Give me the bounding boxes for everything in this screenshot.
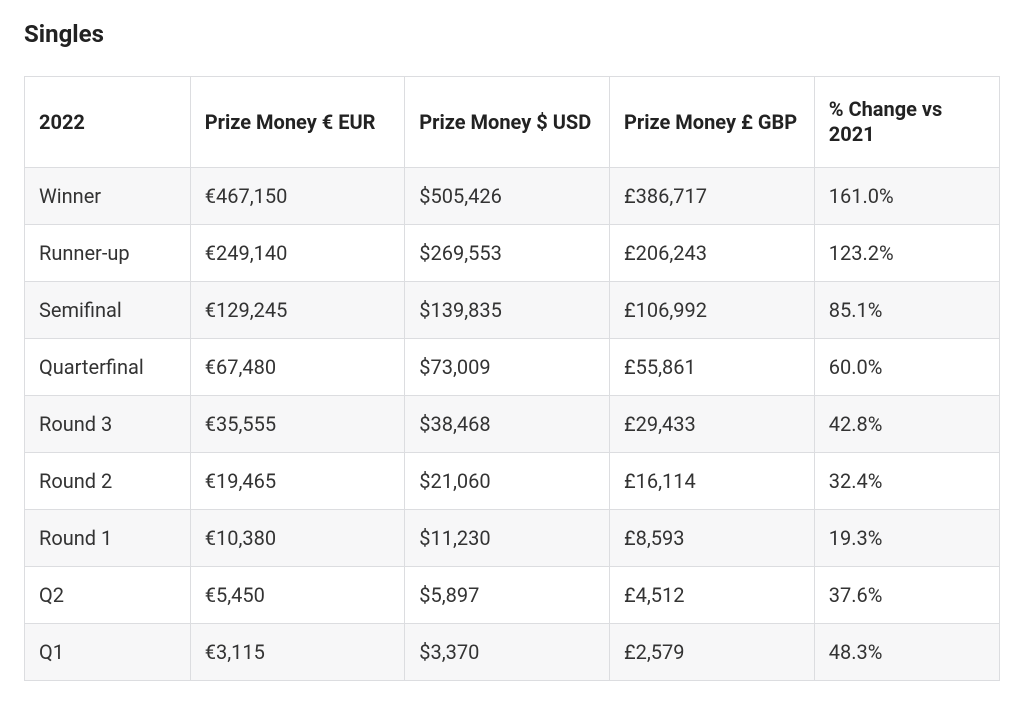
col-header-change: % Change vs 2021 [814,77,999,168]
table-row: Winner €467,150 $505,426 £386,717 161.0% [25,168,1000,225]
section-title: Singles [24,20,1000,48]
cell-round: Round 2 [25,453,191,510]
cell-change: 42.8% [814,396,999,453]
table-body: Winner €467,150 $505,426 £386,717 161.0%… [25,168,1000,681]
cell-round: Semifinal [25,282,191,339]
cell-gbp: £55,861 [610,339,815,396]
cell-usd: $3,370 [405,624,610,681]
cell-usd: $21,060 [405,453,610,510]
cell-eur: €35,555 [190,396,405,453]
cell-round: Round 3 [25,396,191,453]
cell-round: Winner [25,168,191,225]
cell-change: 48.3% [814,624,999,681]
cell-gbp: £4,512 [610,567,815,624]
col-header-usd: Prize Money $ USD [405,77,610,168]
col-header-gbp: Prize Money £ GBP [610,77,815,168]
cell-round: Q1 [25,624,191,681]
cell-usd: $38,468 [405,396,610,453]
prize-money-table: 2022 Prize Money € EUR Prize Money $ USD… [24,76,1000,681]
cell-change: 19.3% [814,510,999,567]
cell-eur: €67,480 [190,339,405,396]
table-row: Round 2 €19,465 $21,060 £16,114 32.4% [25,453,1000,510]
cell-gbp: £8,593 [610,510,815,567]
cell-usd: $73,009 [405,339,610,396]
table-row: Q2 €5,450 $5,897 £4,512 37.6% [25,567,1000,624]
cell-change: 60.0% [814,339,999,396]
table-row: Quarterfinal €67,480 $73,009 £55,861 60.… [25,339,1000,396]
cell-gbp: £29,433 [610,396,815,453]
cell-round: Q2 [25,567,191,624]
cell-change: 161.0% [814,168,999,225]
cell-usd: $11,230 [405,510,610,567]
cell-usd: $5,897 [405,567,610,624]
cell-gbp: £2,579 [610,624,815,681]
cell-usd: $505,426 [405,168,610,225]
cell-gbp: £206,243 [610,225,815,282]
cell-eur: €129,245 [190,282,405,339]
cell-usd: $269,553 [405,225,610,282]
table-row: Semifinal €129,245 $139,835 £106,992 85.… [25,282,1000,339]
cell-eur: €249,140 [190,225,405,282]
cell-change: 37.6% [814,567,999,624]
cell-eur: €19,465 [190,453,405,510]
cell-eur: €467,150 [190,168,405,225]
cell-round: Quarterfinal [25,339,191,396]
table-header-row: 2022 Prize Money € EUR Prize Money $ USD… [25,77,1000,168]
table-row: Q1 €3,115 $3,370 £2,579 48.3% [25,624,1000,681]
col-header-year: 2022 [25,77,191,168]
cell-change: 123.2% [814,225,999,282]
cell-change: 85.1% [814,282,999,339]
cell-eur: €3,115 [190,624,405,681]
cell-gbp: £16,114 [610,453,815,510]
col-header-eur: Prize Money € EUR [190,77,405,168]
cell-change: 32.4% [814,453,999,510]
cell-round: Runner-up [25,225,191,282]
cell-gbp: £106,992 [610,282,815,339]
cell-round: Round 1 [25,510,191,567]
cell-gbp: £386,717 [610,168,815,225]
cell-eur: €10,380 [190,510,405,567]
table-row: Runner-up €249,140 $269,553 £206,243 123… [25,225,1000,282]
cell-usd: $139,835 [405,282,610,339]
table-row: Round 3 €35,555 $38,468 £29,433 42.8% [25,396,1000,453]
cell-eur: €5,450 [190,567,405,624]
table-row: Round 1 €10,380 $11,230 £8,593 19.3% [25,510,1000,567]
